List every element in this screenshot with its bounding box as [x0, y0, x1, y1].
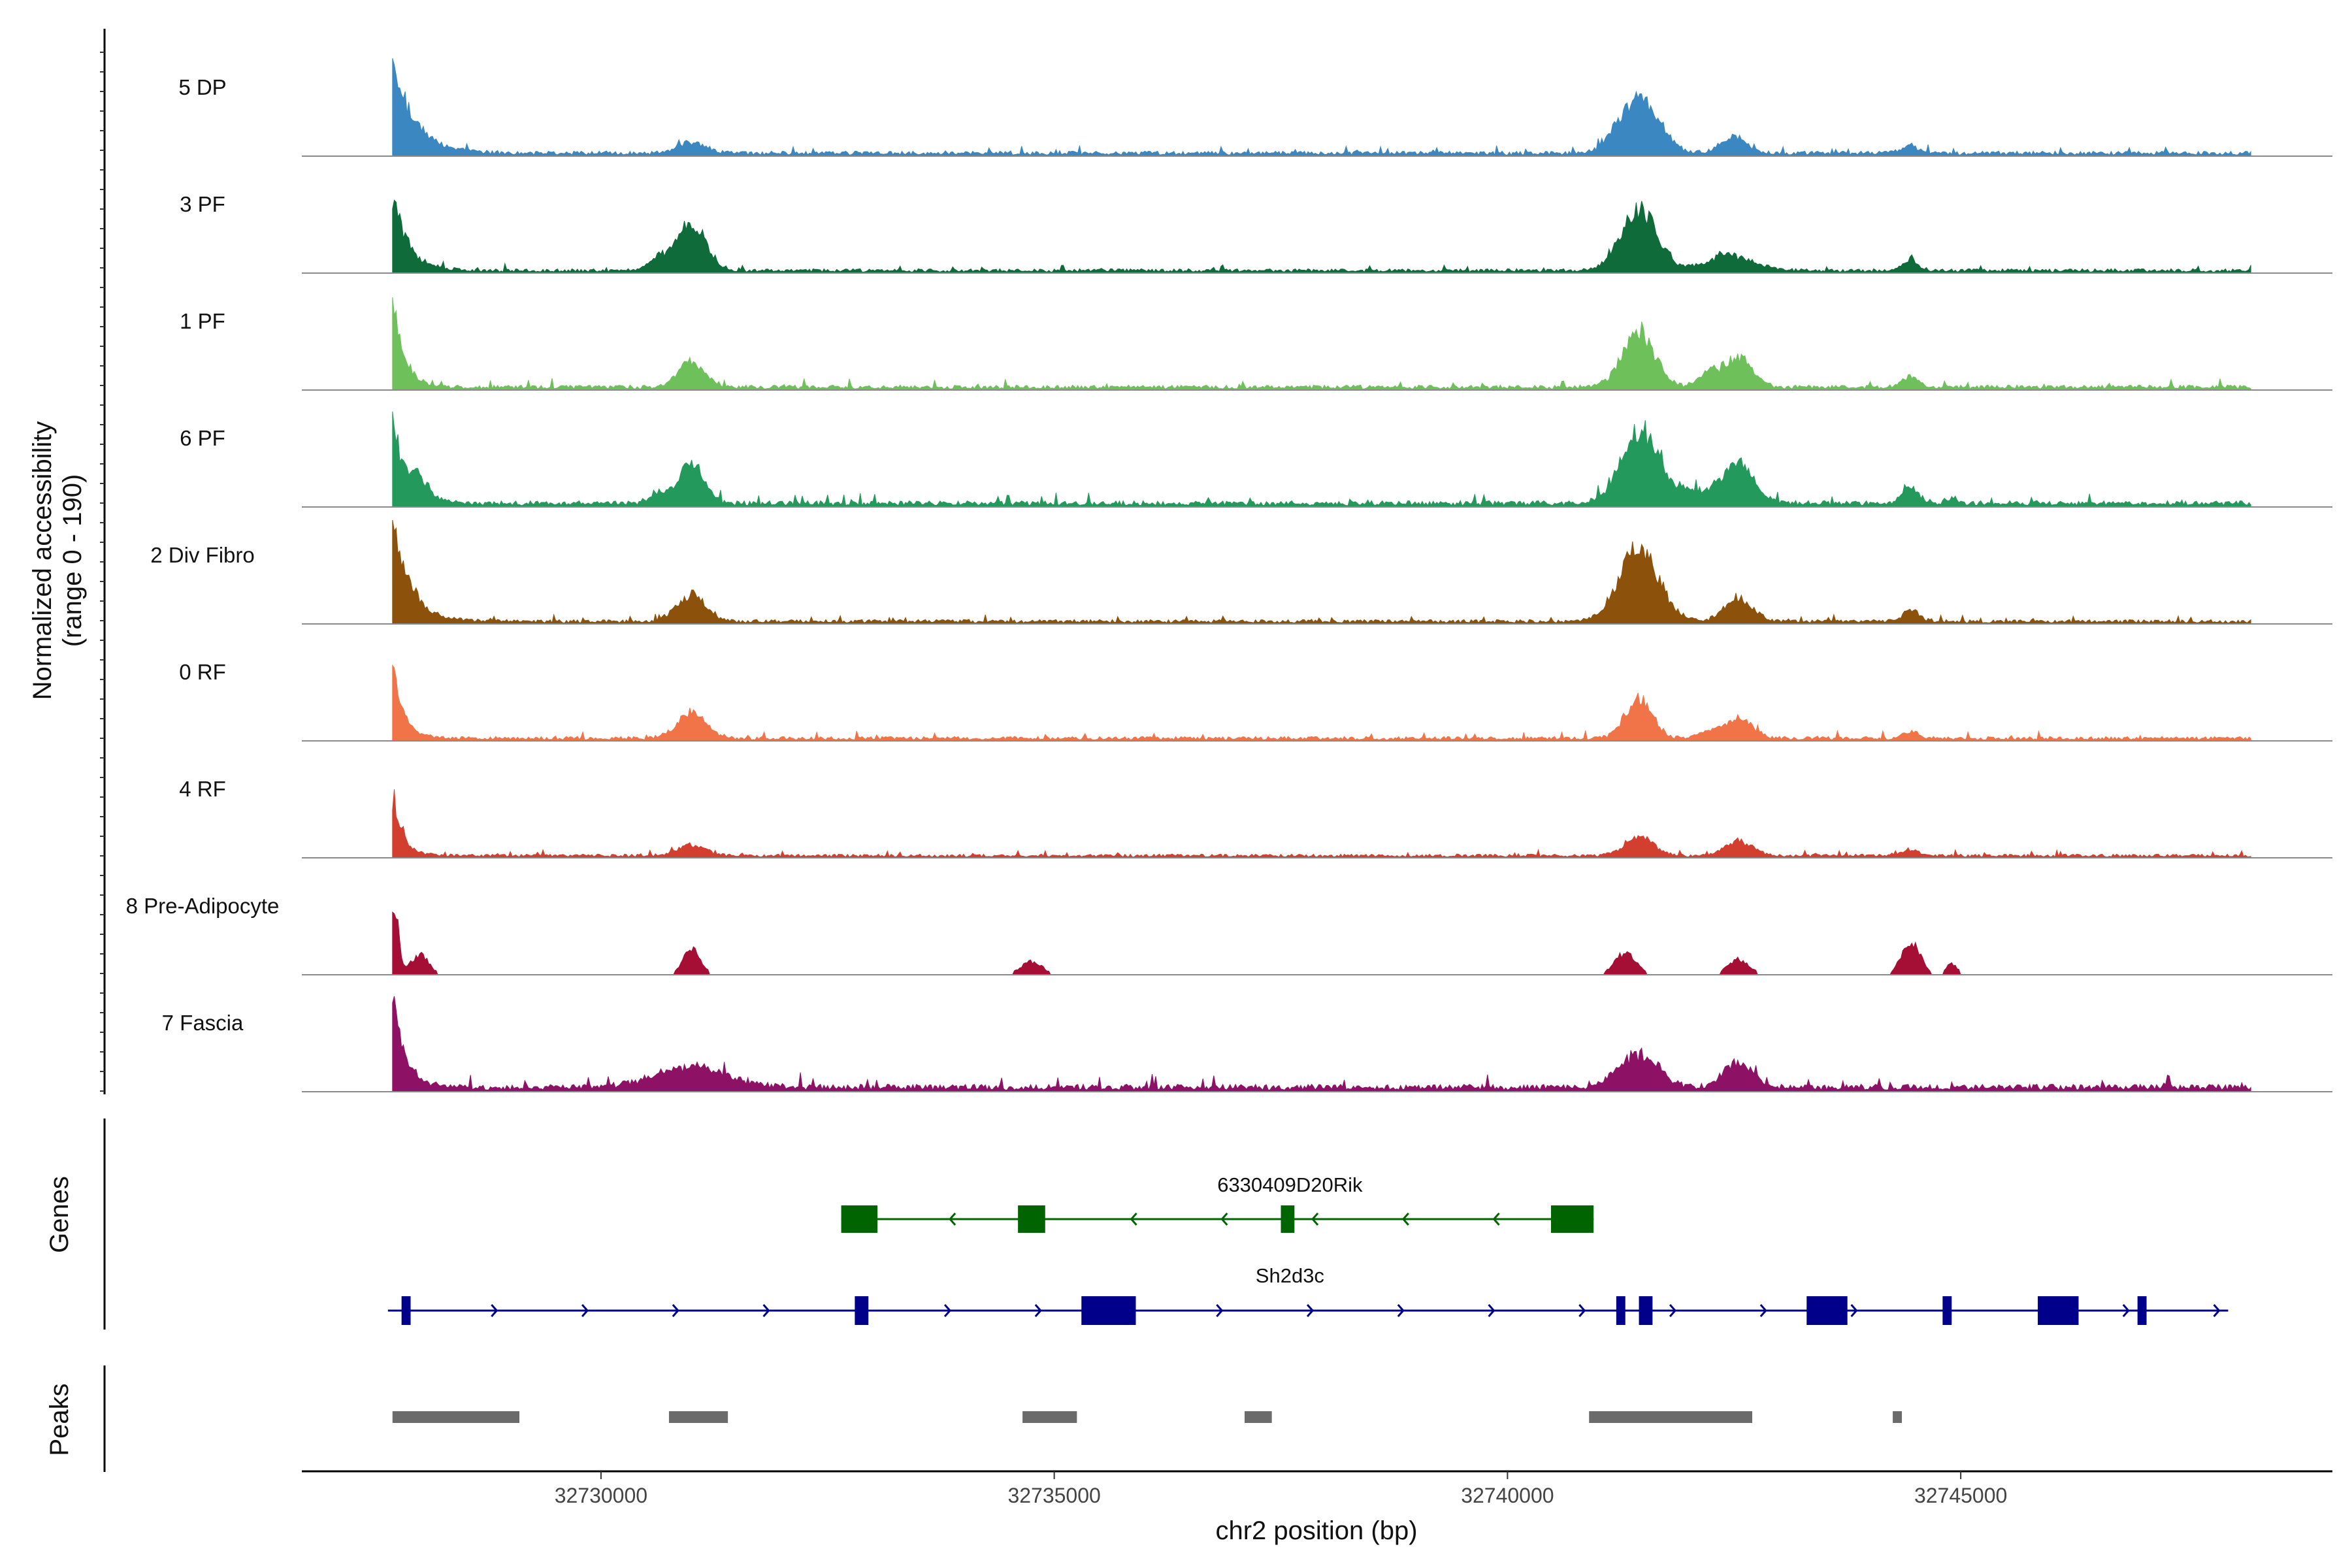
- strand-arrow: [949, 1213, 956, 1226]
- x-tick-label: 32745000: [1914, 1484, 2007, 1507]
- strand-arrow: [1311, 1213, 1319, 1226]
- coverage-area: [392, 664, 2251, 742]
- gene-exon: [1550, 1205, 1594, 1233]
- track-label: 8 Pre-Adipocyte: [126, 894, 280, 918]
- coverage-area: [392, 199, 2251, 274]
- y-axis-title-line1: Normalized accessibility: [28, 421, 57, 700]
- track-7-fascia: 7 Fascia: [162, 996, 2332, 1092]
- peak-region: [1893, 1411, 1903, 1423]
- y-axis-title-line2: (range 0 - 190): [58, 474, 87, 647]
- coverage-tracks: 5 DP 3 PF 1 PF 6 PF 2 Div Fibro 0 RF 4 RF 8 Pre…: [126, 58, 2332, 1092]
- track-3-pf: 3 PF: [180, 192, 2332, 274]
- gene-exon: [2137, 1296, 2147, 1325]
- track-label: 6 PF: [180, 426, 225, 450]
- x-axis: 32730000 32735000 32740000 32745000: [302, 1470, 2332, 1507]
- track-label: 4 RF: [179, 777, 226, 801]
- strand-arrow: [2122, 1304, 2130, 1317]
- gene-exon: [841, 1205, 878, 1233]
- strand-arrow: [762, 1304, 770, 1317]
- track-label: 0 RF: [179, 660, 226, 684]
- strand-arrow: [1669, 1304, 1677, 1317]
- strand-arrow: [1401, 1213, 1409, 1226]
- gene-exon: [1081, 1296, 1136, 1325]
- coverage-area: [392, 297, 2251, 391]
- strand-arrow: [1488, 1304, 1495, 1317]
- track-6-pf: 6 PF: [180, 411, 2332, 508]
- strand-arrow: [1306, 1304, 1315, 1317]
- track-1-pf: 1 PF: [180, 297, 2332, 391]
- coverage-area: [392, 996, 2251, 1092]
- track-label: 5 DP: [178, 75, 226, 99]
- strand-arrow: [1850, 1304, 1858, 1317]
- gene-exon: [1281, 1205, 1295, 1233]
- strand-arrow: [672, 1304, 679, 1317]
- track-4-rf: 4 RF: [179, 777, 2332, 858]
- peak-region: [1245, 1411, 1272, 1423]
- coverage-area: [392, 519, 2251, 625]
- gene-sh2d3c: Sh2d3c: [387, 1264, 2229, 1325]
- peak-region: [668, 1411, 728, 1423]
- strand-arrow: [1759, 1304, 1767, 1317]
- x-tick-label: 32735000: [1007, 1484, 1100, 1507]
- x-axis-title: chr2 position (bp): [1215, 1516, 1417, 1545]
- x-tick-label: 32740000: [1461, 1484, 1554, 1507]
- gene-exon: [1942, 1296, 1952, 1325]
- gene-label: 6330409D20Rik: [1217, 1173, 1363, 1196]
- gene-exon: [1018, 1205, 1045, 1233]
- peaks-panel: [103, 1365, 1903, 1472]
- genes-panel-label: Genes: [45, 1176, 74, 1253]
- peak-region: [1022, 1411, 1077, 1423]
- track-label: 1 PF: [180, 309, 225, 333]
- track-8-pre-adipocyte: 8 Pre-Adipocyte: [126, 894, 2332, 975]
- track-5-dp: 5 DP: [178, 58, 2332, 157]
- peaks-panel-label: Peaks: [45, 1383, 74, 1456]
- gene-exon: [401, 1296, 411, 1325]
- strand-arrow: [491, 1304, 498, 1317]
- strand-arrow: [1492, 1213, 1500, 1226]
- gene-exon: [1806, 1296, 1848, 1325]
- strand-arrow: [581, 1304, 589, 1317]
- strand-arrow: [1216, 1304, 1224, 1317]
- x-tick-label: 32730000: [555, 1484, 647, 1507]
- gene-exon: [855, 1296, 869, 1325]
- y-axis: [100, 29, 106, 1094]
- coverage-area: [392, 789, 2251, 858]
- track-label: 2 Div Fibro: [150, 543, 255, 567]
- gene-exon: [1616, 1296, 1625, 1325]
- peak-region: [1589, 1411, 1752, 1423]
- track-2-div-fibro: 2 Div Fibro: [150, 519, 2332, 625]
- strand-arrow: [1220, 1213, 1228, 1226]
- track-0-rf: 0 RF: [179, 660, 2332, 742]
- strand-arrow: [1578, 1304, 1586, 1317]
- track-label: 7 Fascia: [162, 1011, 244, 1035]
- gene-label: Sh2d3c: [1256, 1264, 1324, 1287]
- coverage-area: [392, 411, 2251, 508]
- gene-exon: [1639, 1296, 1653, 1325]
- track-label: 3 PF: [180, 192, 225, 216]
- genes-panel: 6330409D20Rik Sh2d3c: [103, 1119, 2229, 1330]
- strand-arrow: [1130, 1213, 1137, 1226]
- coverage-area: [392, 58, 2251, 157]
- peak-region: [392, 1411, 519, 1423]
- strand-arrow: [1034, 1304, 1042, 1317]
- gene-6330409d20rik: 6330409D20Rik: [841, 1173, 1594, 1233]
- strand-arrow: [1397, 1304, 1405, 1317]
- gene-exon: [2038, 1296, 2079, 1325]
- strand-arrow: [943, 1304, 952, 1317]
- strand-arrow: [2213, 1304, 2221, 1317]
